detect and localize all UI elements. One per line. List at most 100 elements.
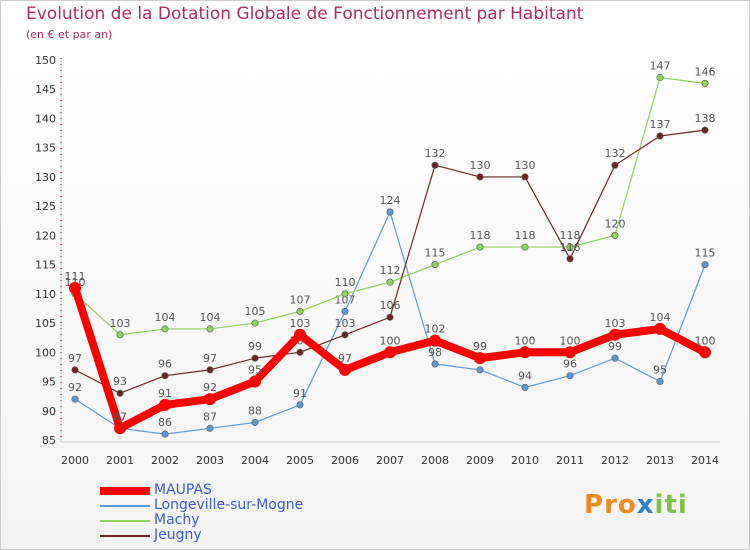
data-label: 103 [290,317,311,330]
x-tick-labels: 2000 2001 2002 2003 2004 2005 2006 2007 2008 2009… [61,454,719,467]
data-label: 124 [380,194,401,207]
data-point [611,161,619,169]
data-label: 120 [605,217,626,230]
data-label: 95 [653,364,667,377]
data-point [341,290,349,298]
data-label: 104 [155,311,176,324]
data-label: 111 [65,270,86,283]
data-point [204,393,216,406]
data-point [701,126,709,134]
data-label: 118 [515,229,536,242]
data-label: 97 [338,352,352,365]
data-label: 118 [470,229,491,242]
data-point [251,418,259,426]
data-point [384,346,396,359]
data-point [339,363,351,376]
logo-letter: P [584,490,605,520]
data-label: 107 [290,293,311,306]
legend-label: MAUPAS [154,482,212,498]
data-point [341,307,349,315]
x-tick-label: 2006 [331,454,359,467]
legend-label: Longeville-sur-Mogne [154,497,304,513]
data-point [701,261,709,269]
y-tick-label: 85 [42,434,56,447]
data-point [474,352,486,365]
data-point [386,278,394,286]
data-point [114,422,126,435]
x-tick-label: 2002 [151,454,179,467]
data-point [71,395,79,403]
logo-letter: i [677,490,688,520]
y-tick-label: 150 [35,54,56,67]
data-label: 104 [200,311,221,324]
data-label: 147 [650,60,671,73]
data-point [206,424,214,432]
data-point [566,372,574,380]
data-label: 91 [293,387,307,400]
logo-letter: i [654,490,665,520]
data-point [116,389,124,397]
y-tick-label: 100 [35,346,56,359]
x-tick-label: 2003 [196,454,224,467]
x-tick-label: 2001 [106,454,134,467]
x-tick-label: 2007 [376,454,404,467]
data-point [699,346,711,359]
proxiti-logo: Proxiti [584,490,688,520]
x-tick-label: 2009 [466,454,494,467]
logo-letter: o [617,490,637,520]
y-tick-label: 120 [35,229,56,242]
data-point [71,366,79,374]
y-tick-label: 135 [35,142,56,155]
data-label: 92 [68,381,82,394]
data-label: 88 [248,404,262,417]
legend-swatch [100,535,150,537]
data-label: 103 [110,317,131,330]
data-label: 132 [605,147,626,160]
x-tick-label: 2005 [286,454,314,467]
data-label: 146 [695,65,716,78]
data-label: 96 [563,358,577,371]
y-tick-label: 105 [35,317,56,330]
chart-subtitle: (en € et par an) [26,28,113,41]
data-label: 112 [380,264,401,277]
data-label: 87 [203,410,217,423]
x-tick-label: 2012 [601,454,629,467]
data-point [611,354,619,362]
x-tick-label: 2008 [421,454,449,467]
data-point [69,282,81,294]
data-point [566,255,574,263]
data-point [206,366,214,374]
data-label: 130 [515,159,536,172]
x-tick-label: 2013 [646,454,674,467]
data-label: 99 [248,340,262,353]
data-point [609,328,621,341]
data-point [656,132,664,140]
data-point [519,346,531,359]
data-point [611,231,619,239]
chart-title: Evolution de la Dotation Globale de Fonc… [26,4,584,24]
data-label: 110 [335,276,356,289]
data-label: 97 [68,352,82,365]
data-label: 138 [695,112,716,125]
logo-letter: t [664,490,678,520]
y-tick-labels: 85 90 95 100 105 110 115 120 125 130 135 140 145 150 [35,54,56,447]
data-point [521,383,529,391]
data-point [431,161,439,169]
series-jeugny: 97 93 96 97 99 100 103 106 132 130 130 116 132 137 138 [68,112,716,397]
data-label: 103 [605,317,626,330]
data-point [161,430,169,438]
series-group: 9287868788911071249897949699951151101031… [65,60,716,438]
legend-label: Machy [154,512,200,528]
y-tick-label: 145 [35,83,56,96]
data-point [476,243,484,251]
data-point [341,331,349,339]
data-label: 97 [203,352,217,365]
data-label: 93 [113,375,127,388]
legend-swatch [100,520,150,522]
data-label: 130 [470,159,491,172]
data-label: 86 [158,416,172,429]
x-tick-label: 2004 [241,454,269,467]
data-label: 99 [608,340,622,353]
data-label: 106 [380,299,401,312]
